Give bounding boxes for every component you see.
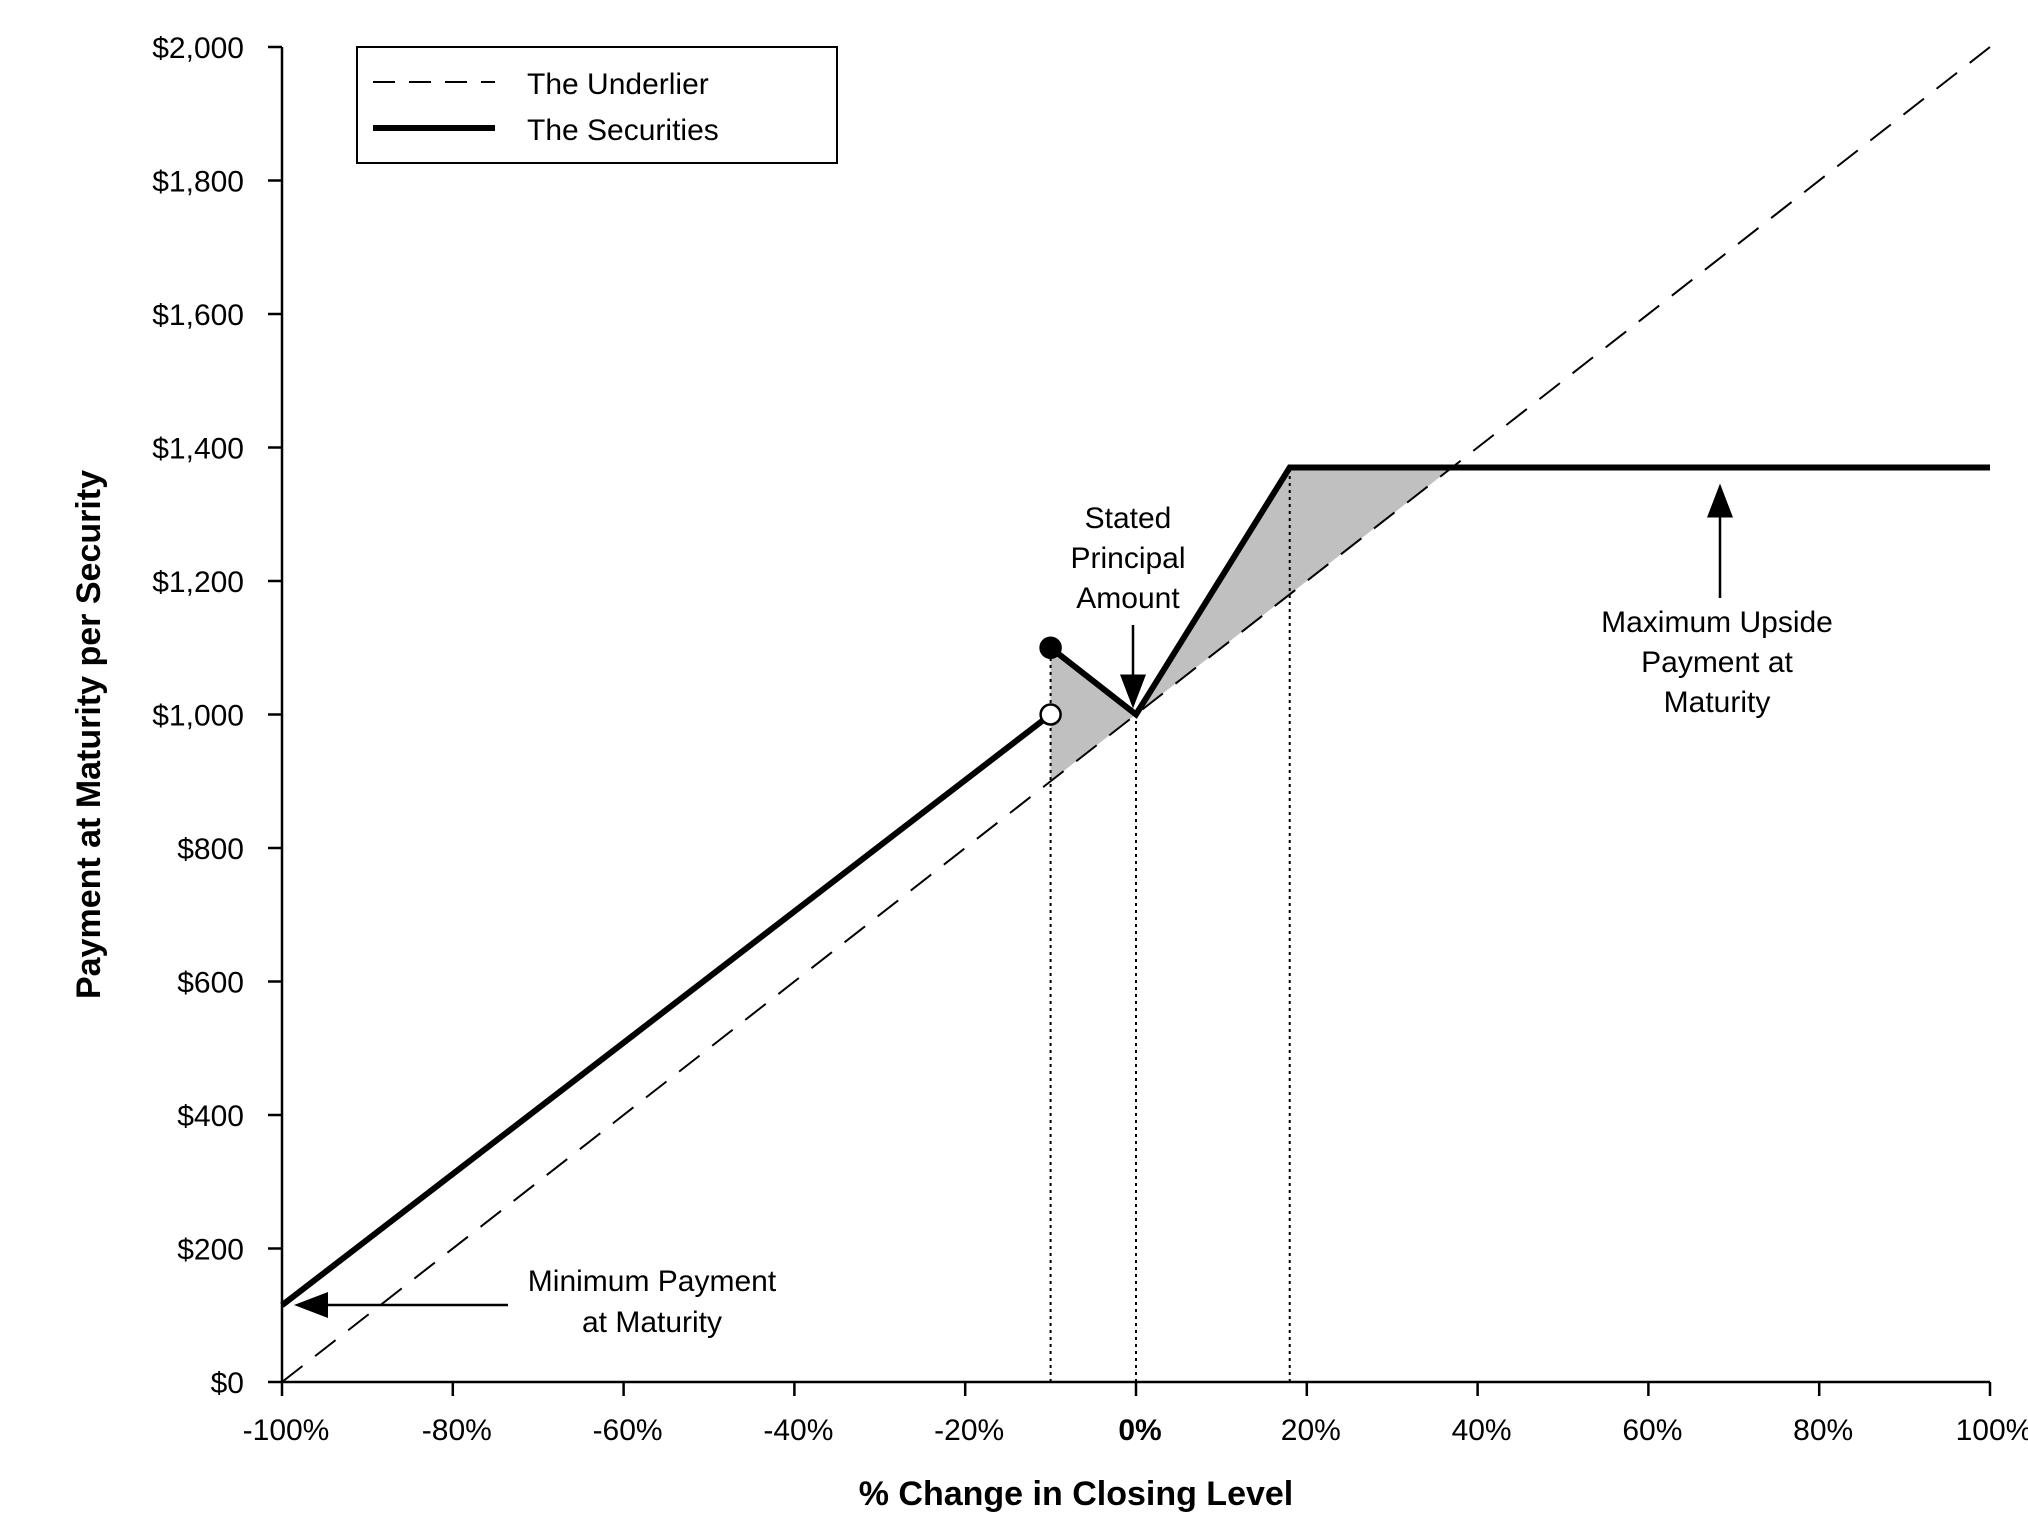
annotation-min-payment: Minimum Payment at Maturity [528, 1265, 777, 1339]
stated-principal-arrow-head [1120, 674, 1146, 709]
x-tick-label: -20% [934, 1414, 1004, 1447]
y-tick-label: $1,800 [152, 166, 244, 199]
shaded-region-0 [1050, 647, 1136, 782]
legend-label-underlier: The Underlier [527, 68, 709, 101]
min-payment-arrow-head [294, 1292, 328, 1318]
x-tick-label: 40% [1452, 1414, 1512, 1447]
y-tick-label: $200 [177, 1234, 244, 1267]
markers [1039, 636, 1062, 726]
y-tick-label: $2,000 [152, 32, 244, 65]
x-tick-label: -40% [763, 1414, 833, 1447]
y-axis-title: Payment at Maturity per Security [70, 470, 108, 999]
y-tick-label: $1,600 [152, 299, 244, 332]
y-tick-label: $400 [177, 1100, 244, 1133]
annotation-max-upside: Maximum Upside Payment at Maturity [1601, 606, 1833, 719]
legend-label-securities: The Securities [527, 114, 719, 147]
y-tick-label: $800 [177, 833, 244, 866]
x-tick-label: -100% [243, 1414, 330, 1447]
legend: The Underlier The Securities [356, 46, 838, 164]
y-tick-label: $0 [211, 1367, 244, 1400]
series [280, 46, 1991, 1383]
legend-box [356, 46, 838, 164]
marker-open [1039, 703, 1062, 726]
x-tick-label: -80% [422, 1414, 492, 1447]
annotations: Stated Principal Amount Maximum Upside Payme… [294, 483, 1833, 1339]
y-tick-label: $600 [177, 967, 244, 1000]
x-tick-label: -60% [593, 1414, 663, 1447]
series-securities-segment-1 [1048, 464, 1990, 719]
series-underlier-line [281, 46, 1991, 1383]
x-tick-label: 0% [1118, 1414, 1161, 1447]
annotation-stated-principal: Stated Principal Amount [1070, 502, 1185, 615]
axis-ticks: $0 $200 $400 $600 $800 $1,000 $1,200 $1,400 $1,6… [152, 32, 2028, 1447]
x-axis-title: % Change in Closing Level [859, 1475, 1294, 1513]
y-tick-label: $1,000 [152, 700, 244, 733]
x-tick-label: 60% [1622, 1414, 1682, 1447]
reference-lines [1049, 467, 1291, 1382]
series-securities-segment-0 [280, 712, 1053, 1308]
x-tick-label: 100% [1956, 1414, 2028, 1447]
y-tick-label: $1,400 [152, 433, 244, 466]
max-upside-arrow-head [1707, 483, 1733, 518]
x-tick-label: 20% [1281, 1414, 1341, 1447]
x-tick-label: 80% [1793, 1414, 1853, 1447]
y-tick-label: $1,200 [152, 566, 244, 599]
marker-filled [1039, 636, 1062, 659]
